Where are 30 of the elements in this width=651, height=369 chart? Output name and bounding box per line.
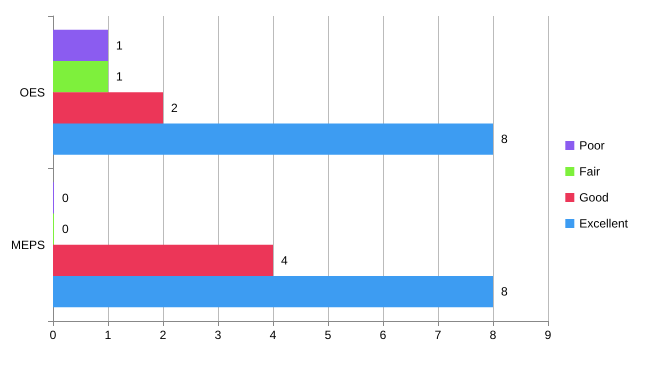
x-tick-label: 2 (160, 328, 167, 342)
bar (53, 92, 164, 124)
data-label: 0 (62, 222, 70, 236)
bar (53, 60, 108, 92)
bar (53, 124, 493, 155)
data-label: 1 (116, 38, 124, 52)
x-tick-label: 3 (214, 328, 222, 342)
data-label: 8 (501, 284, 508, 299)
bar (53, 30, 108, 61)
x-tick-label: 6 (380, 328, 387, 342)
x-tick-label: 5 (324, 328, 332, 342)
data-label: 4 (281, 253, 288, 268)
legend-label: Excellent (579, 216, 629, 230)
x-tick-label: 7 (434, 328, 442, 342)
x-tick-label: 9 (544, 328, 552, 342)
legend-label: Poor (579, 138, 605, 152)
x-tick-label: 8 (490, 328, 497, 342)
x-tick-label: 1 (104, 328, 112, 342)
bar (53, 244, 274, 276)
y-tick-label: OES (20, 85, 46, 100)
x-tick-label: 0 (50, 328, 57, 342)
bar (53, 276, 493, 308)
data-label: 8 (501, 132, 508, 146)
data-label: 2 (171, 100, 178, 115)
x-tick-label: 4 (270, 328, 277, 342)
legend-label: Good (579, 190, 609, 204)
y-tick-label: MEPS (10, 238, 46, 252)
data-label: 0 (62, 190, 70, 205)
data-label: 1 (116, 70, 124, 84)
legend-label: Fair (579, 164, 600, 178)
